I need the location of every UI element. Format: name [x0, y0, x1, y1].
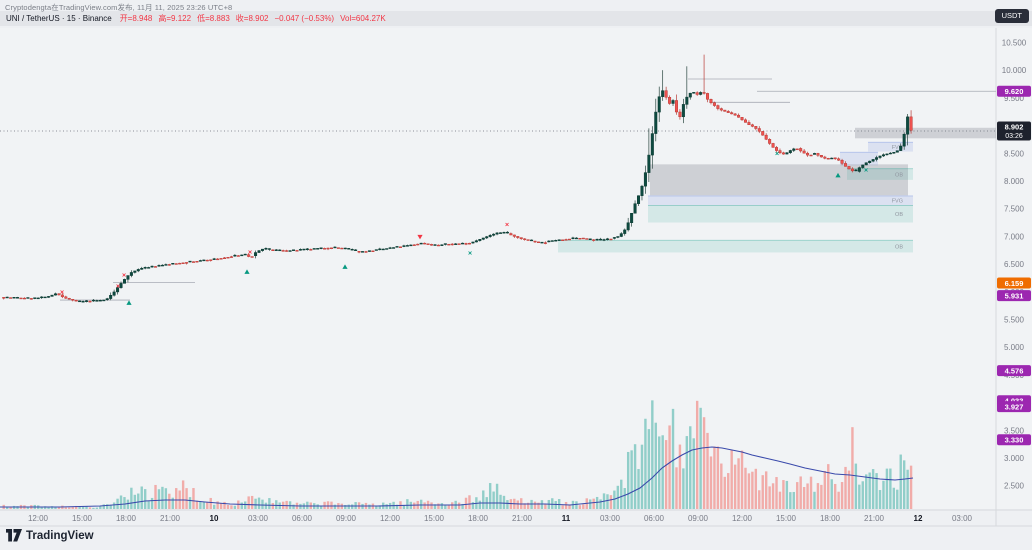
svg-text:18:00: 18:00	[116, 514, 137, 523]
symbol-title[interactable]: UNI / TetherUS · 15 · Binance	[6, 14, 112, 23]
svg-text:7.500: 7.500	[1004, 205, 1025, 214]
svg-text:03:00: 03:00	[952, 514, 973, 523]
markers-layer: ✕✕✕✕ ✕✕✕✕	[60, 150, 869, 305]
svg-text:12: 12	[914, 514, 923, 523]
svg-text:15:00: 15:00	[72, 514, 93, 523]
svg-text:8.500: 8.500	[1004, 149, 1025, 158]
svg-text:3.330: 3.330	[1005, 436, 1024, 445]
tradingview-logo[interactable]: TradingView	[6, 529, 94, 542]
svg-text:21:00: 21:00	[160, 514, 181, 523]
svg-text:7.000: 7.000	[1004, 232, 1025, 241]
svg-text:18:00: 18:00	[468, 514, 489, 523]
zones-layer: FVG OB FVG OB OB	[558, 127, 996, 253]
svg-text:OB: OB	[895, 172, 903, 178]
svg-text:9.620: 9.620	[1005, 87, 1024, 96]
svg-text:8.902: 8.902	[1005, 123, 1024, 132]
svg-text:12:00: 12:00	[732, 514, 753, 523]
svg-text:21:00: 21:00	[512, 514, 533, 523]
svg-text:8.000: 8.000	[1004, 177, 1025, 186]
svg-text:6.159: 6.159	[1005, 279, 1024, 288]
ohlc-open: 开=8.948	[119, 14, 153, 23]
svg-text:03:00: 03:00	[600, 514, 621, 523]
quote-currency-button[interactable]: USDT	[994, 9, 1029, 23]
attribution-text: Cryptodengta在TradingView.com发布, 11月 11, …	[5, 3, 233, 12]
tradingview-logo-text: TradingView	[26, 529, 94, 542]
svg-text:10: 10	[210, 514, 219, 523]
svg-text:3.000: 3.000	[1004, 454, 1025, 463]
ohlc-close: 收=8.902	[235, 14, 269, 23]
svg-text:12:00: 12:00	[28, 514, 49, 523]
svg-text:21:00: 21:00	[864, 514, 885, 523]
svg-text:15:00: 15:00	[776, 514, 797, 523]
price-axis[interactable]: 10.50010.0009.5009.0008.5008.0007.5007.0…	[997, 38, 1031, 491]
svg-text:03:00: 03:00	[248, 514, 269, 523]
svg-text:12:00: 12:00	[380, 514, 401, 523]
svg-text:10.000: 10.000	[1002, 66, 1027, 75]
svg-text:09:00: 09:00	[688, 514, 709, 523]
svg-text:✕: ✕	[505, 222, 510, 229]
candles-layer	[2, 54, 913, 303]
volume-ma-line	[0, 446, 914, 508]
svg-text:2.500: 2.500	[1004, 482, 1025, 491]
svg-text:4.576: 4.576	[1005, 367, 1024, 376]
svg-text:5.000: 5.000	[1004, 343, 1025, 352]
svg-text:OB: OB	[895, 212, 903, 218]
ohlc-high: 高=9.122	[158, 14, 192, 23]
svg-text:5.500: 5.500	[1004, 315, 1025, 324]
symbol-info-bar: UNI / TetherUS · 15 · Binance 开=8.948 高=…	[0, 11, 1032, 26]
svg-text:OB: OB	[895, 244, 903, 250]
svg-text:✕: ✕	[248, 249, 253, 256]
svg-text:15:00: 15:00	[424, 514, 445, 523]
svg-text:✕: ✕	[864, 167, 869, 174]
svg-text:03:26: 03:26	[1005, 133, 1023, 140]
svg-text:10.500: 10.500	[1002, 38, 1027, 47]
svg-text:11: 11	[562, 514, 571, 523]
svg-text:FVG: FVG	[892, 199, 903, 205]
svg-text:9.500: 9.500	[1004, 94, 1025, 103]
svg-text:09:00: 09:00	[336, 514, 357, 523]
svg-text:3.500: 3.500	[1004, 426, 1025, 435]
svg-text:3.927: 3.927	[1005, 403, 1024, 412]
svg-text:06:00: 06:00	[292, 514, 313, 523]
volume-value: Vol=604.27K	[340, 14, 386, 23]
svg-text:✕: ✕	[60, 289, 65, 296]
svg-text:✕: ✕	[468, 250, 473, 257]
svg-text:5.931: 5.931	[1005, 292, 1024, 301]
svg-text:FVG: FVG	[892, 145, 903, 151]
ohlc-low: 低=8.883	[197, 14, 230, 23]
svg-text:18:00: 18:00	[820, 514, 841, 523]
svg-text:06:00: 06:00	[644, 514, 665, 523]
svg-text:6.500: 6.500	[1004, 260, 1025, 269]
price-change: −0.047 (−0.53%)	[274, 14, 335, 23]
tradingview-logo-icon	[6, 529, 22, 542]
time-axis[interactable]: 12:00 15:00 18:00 21:00 10 03:00 06:00 09:00 12:…	[28, 514, 973, 523]
svg-text:✕: ✕	[116, 283, 121, 290]
plot-background	[0, 28, 1032, 527]
svg-text:✕: ✕	[122, 272, 127, 279]
svg-text:✕: ✕	[775, 150, 780, 157]
